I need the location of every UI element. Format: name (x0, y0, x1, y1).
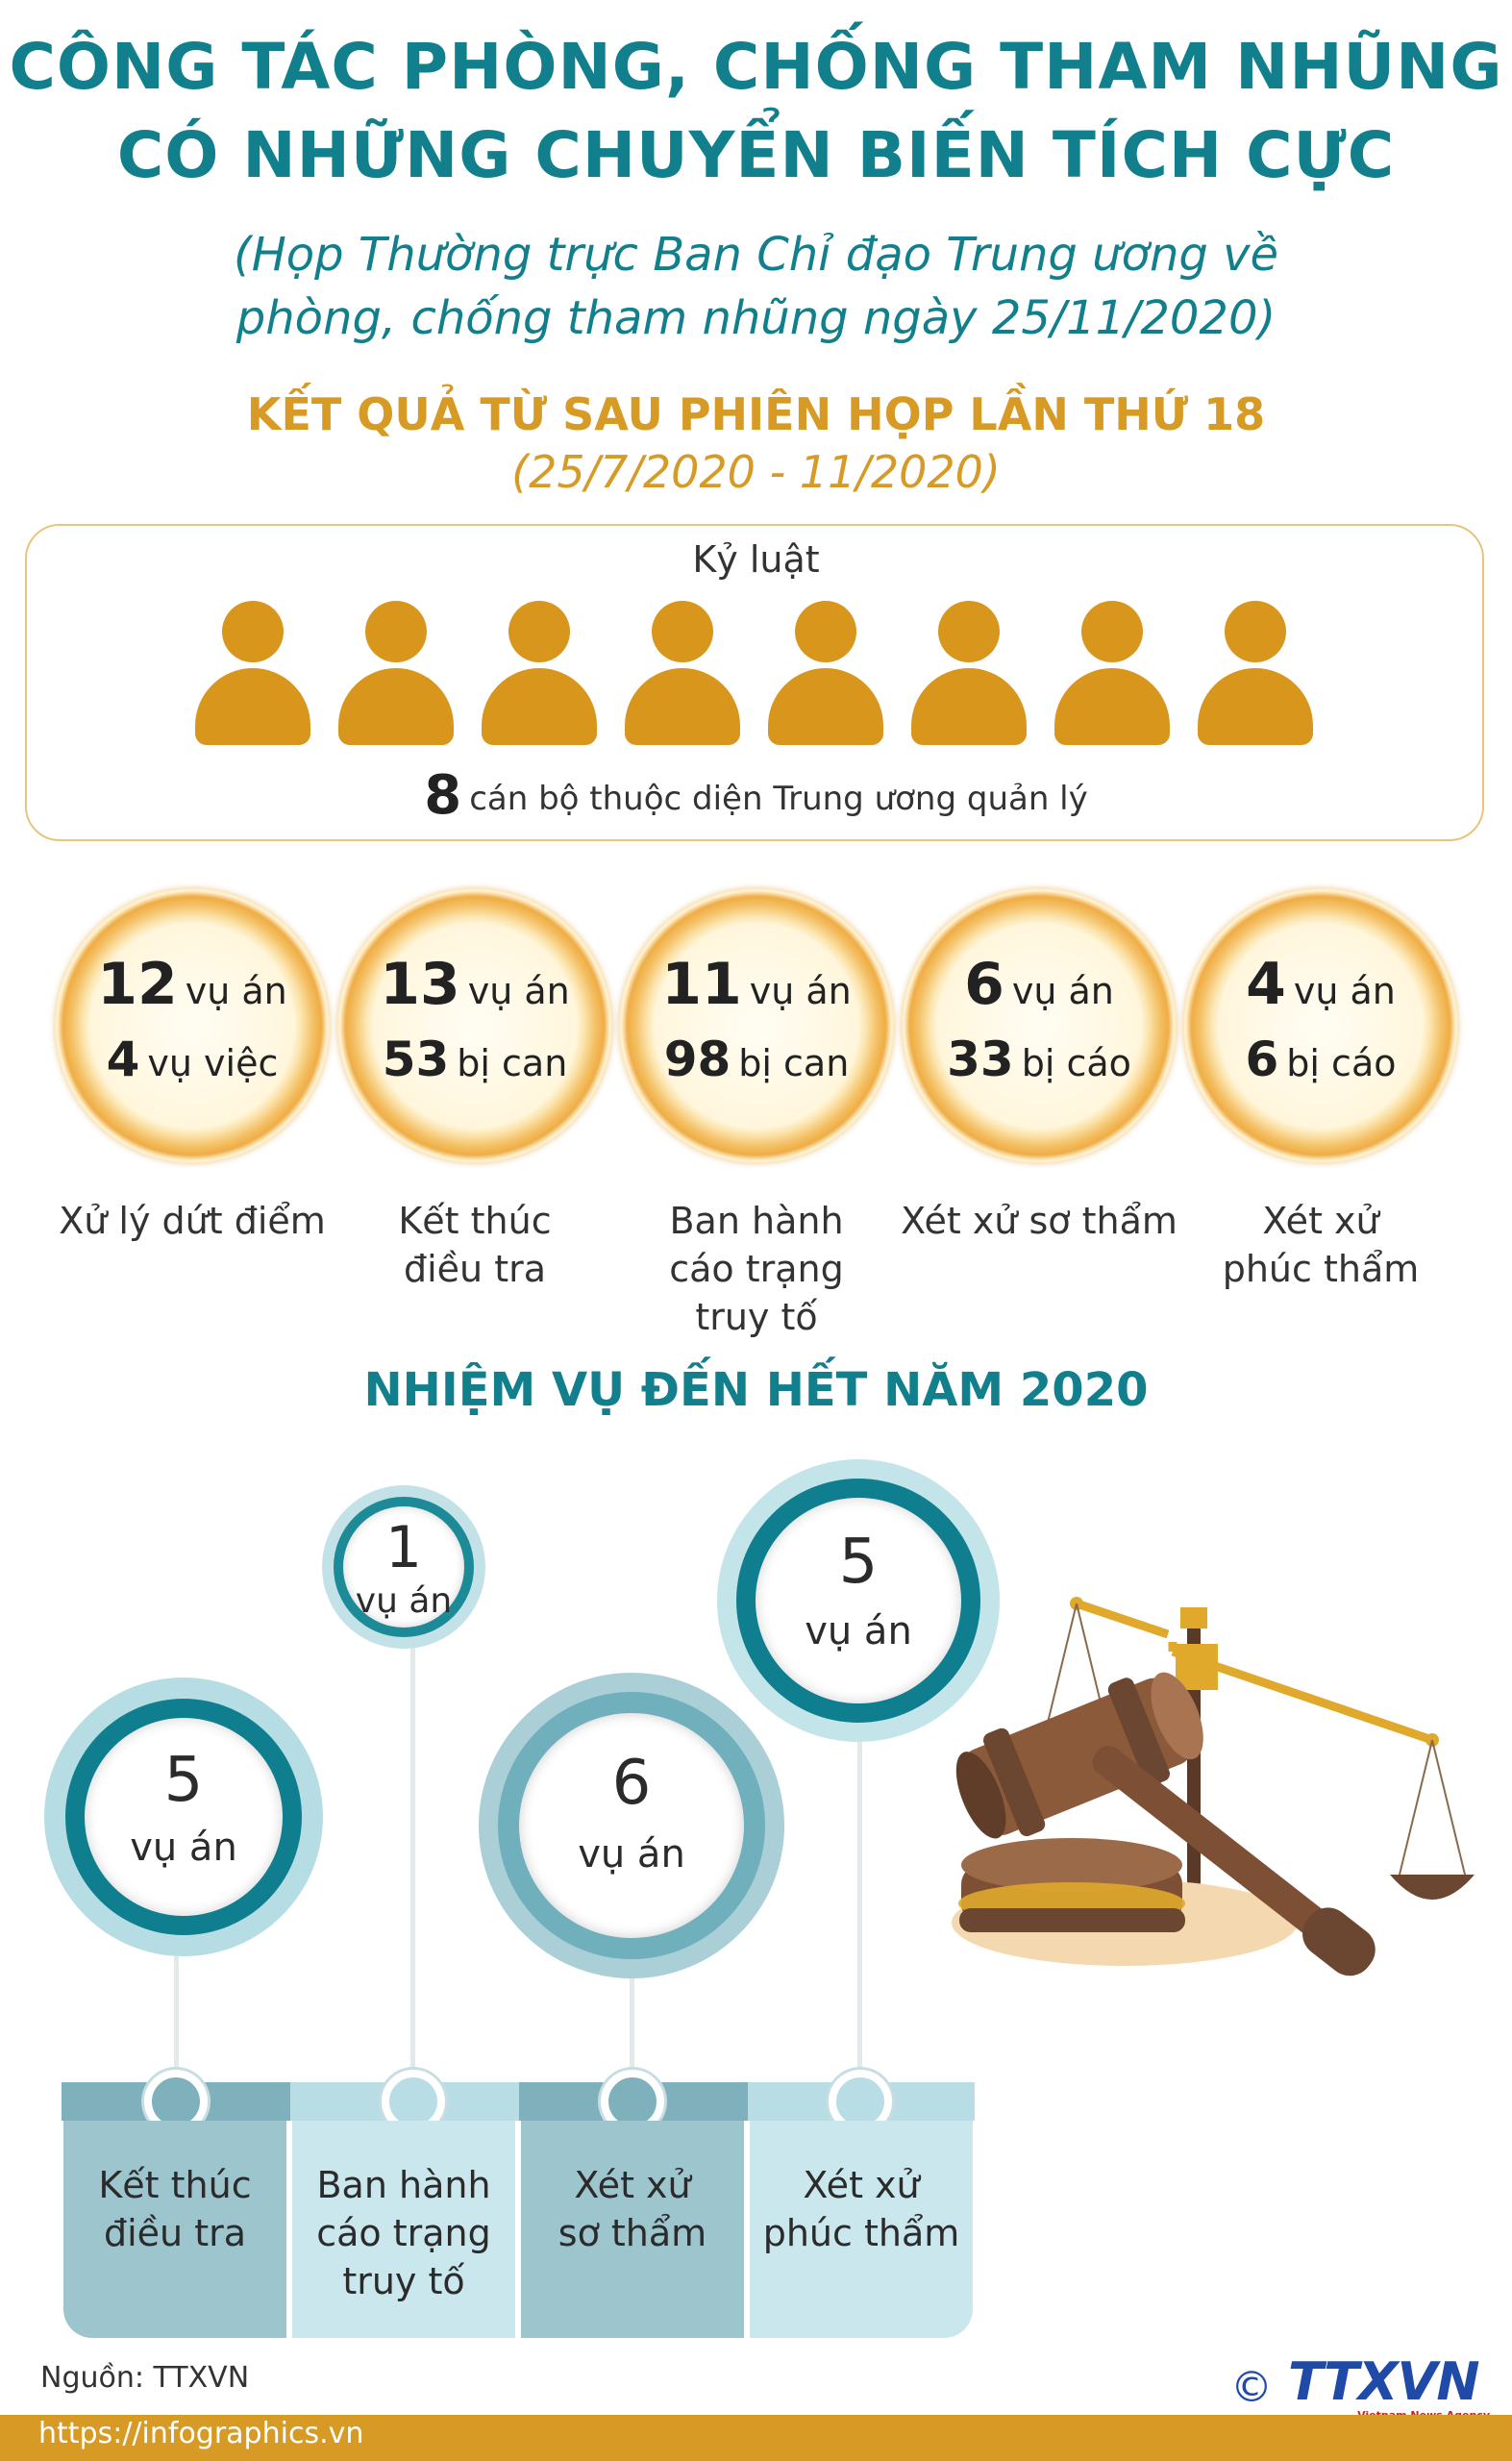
stat-caption-line: Xét xử sơ thẩm (901, 1200, 1177, 1242)
gavel-and-scales-icon (952, 1597, 1475, 1976)
stat-number: 4 (1246, 951, 1286, 1018)
stat-caption-line: truy tố (695, 1296, 818, 1338)
person-icon (625, 601, 740, 745)
stat-caption: Xử lý dứt điểm (48, 1197, 336, 1245)
stat-caption-line: Xét xử (1262, 1200, 1379, 1242)
timeline-stem (174, 1942, 179, 2105)
stat-unit: bị cáo (1286, 1042, 1397, 1084)
discipline-label: Kỷ luật (692, 538, 820, 581)
task-bubble-4: 5 vụ án (717, 1459, 1000, 1742)
stat-caption-line: điều tra (403, 1248, 547, 1290)
stat-caption: Xét xử sơ thẩm (895, 1197, 1183, 1245)
stat-unit: vụ án (1293, 970, 1396, 1012)
task-bubble-1: 5 vụ án (44, 1678, 323, 1956)
task-label-line: Ban hành (316, 2164, 491, 2206)
task-label-line: phúc thẩm (762, 2212, 960, 2254)
copyright-icon: © (1230, 2363, 1273, 2412)
stat-ring: 6 vụ án 33 bị cáo (901, 887, 1177, 1164)
task-number: 5 (838, 1527, 879, 1598)
task-number: 6 (611, 1748, 652, 1819)
stat-number: 4 (106, 1032, 140, 1087)
person-icon (768, 601, 883, 745)
task-label-line: Xét xử (574, 2164, 691, 2206)
discipline-panel (25, 524, 1484, 841)
stat-number: 98 (663, 1032, 731, 1087)
task-unit: vụ án (130, 1826, 237, 1870)
stat-unit: vụ án (185, 970, 287, 1012)
stat-ring: 11 vụ án 98 bị can (618, 887, 895, 1164)
stat-caption: Xét xử phúc thẩm (1177, 1197, 1465, 1293)
stat-unit: vụ án (749, 970, 852, 1012)
task-number: 5 (163, 1745, 204, 1816)
task-label-line: truy tố (342, 2260, 465, 2302)
stat-ring: 4 vụ án 6 bị cáo (1182, 887, 1459, 1164)
task-label-line: điều tra (103, 2212, 247, 2254)
stat-number: 33 (947, 1032, 1014, 1087)
stat-number: 13 (380, 951, 460, 1018)
stat-caption-line: Kết thúc (398, 1200, 552, 1242)
person-icon (338, 601, 454, 745)
tasks-heading: NHIỆM VỤ ĐẾN HẾT NĂM 2020 (363, 1363, 1149, 1417)
task-unit: vụ án (355, 1581, 453, 1621)
stat-caption-line: phúc thẩm (1222, 1248, 1420, 1290)
subtitle-line-2: phòng, chống tham nhũng ngày 25/11/2020) (235, 291, 1277, 345)
discipline-count: 8 (424, 764, 462, 827)
task-label-line: Xét xử (803, 2164, 920, 2206)
discipline-description: cán bộ thuộc diện Trung ương quản lý (469, 780, 1088, 818)
stat-caption-line: cáo trạng (669, 1248, 844, 1290)
stat-ring: 13 vụ án 53 bị can (336, 887, 613, 1164)
person-icon (195, 601, 310, 745)
stat-ring: 12 vụ án 4 vụ việc (54, 887, 331, 1164)
task-unit: vụ án (805, 1609, 912, 1653)
task-label-line: Kết thúc (98, 2164, 252, 2206)
stat-caption: Kết thúc điều tra (331, 1197, 619, 1293)
task-panel-1: Kết thúc điều tra (63, 2121, 286, 2338)
stat-unit: bị cáo (1021, 1042, 1131, 1084)
task-panel-3: Xét xử sơ thẩm (521, 2121, 744, 2338)
footer-bar (0, 2415, 1512, 2461)
stat-unit: vụ việc (147, 1042, 279, 1084)
stat-number: 6 (1245, 1032, 1279, 1087)
stat-number: 53 (382, 1032, 450, 1087)
task-bubble-2: 1 vụ án (322, 1485, 485, 1649)
stat-caption-line: Xử lý dứt điểm (59, 1200, 326, 1242)
person-icon (1198, 601, 1313, 745)
stat-unit: bị can (738, 1042, 850, 1084)
results-period: (25/7/2020 - 11/2020) (511, 446, 1001, 498)
person-icon (1054, 601, 1170, 745)
source-text: Nguồn: TTXVN (40, 2361, 250, 2395)
timeline-stem (857, 1721, 862, 2105)
task-label-line: sơ thẩm (558, 2212, 707, 2254)
stat-unit: bị can (457, 1042, 568, 1084)
logo-text: TTXVN (1288, 2351, 1480, 2412)
stat-number: 11 (661, 951, 742, 1018)
results-heading: KẾT QUẢ TỪ SAU PHIÊN HỌP LẦN THỨ 18 (246, 388, 1266, 440)
footer-url-link[interactable]: https://infographics.vn (38, 2417, 364, 2450)
task-number: 1 (384, 1514, 423, 1581)
ttxvn-logo: TTXVN Vietnam News Agency (1288, 2355, 1490, 2423)
subtitle-line-1: (Họp Thường trực Ban Chỉ đạo Trung ương … (233, 228, 1279, 282)
timeline-stem (630, 1942, 634, 2105)
person-icon (911, 601, 1027, 745)
page-title-line-2: CÓ NHỮNG CHUYỂN BIẾN TÍCH CỰC (116, 118, 1396, 192)
task-panel-2: Ban hành cáo trạng truy tố (292, 2121, 515, 2338)
stat-number: 6 (964, 951, 1004, 1018)
stat-caption-line: Ban hành (669, 1200, 844, 1242)
task-label-line: cáo trạng (316, 2212, 491, 2254)
person-icon (482, 601, 597, 745)
timeline-stem (410, 1610, 415, 2105)
stat-number: 12 (97, 951, 178, 1018)
task-panel-4: Xét xử phúc thẩm (750, 2121, 973, 2338)
page-title-line-1: CÔNG TÁC PHÒNG, CHỐNG THAM NHŨNG (9, 30, 1503, 104)
stat-unit: vụ án (467, 970, 570, 1012)
stat-caption: Ban hành cáo trạng truy tố (612, 1197, 901, 1341)
discipline-summary: 8 cán bộ thuộc diện Trung ương quản lý (0, 764, 1512, 827)
task-unit: vụ án (578, 1832, 685, 1877)
task-bubble-3: 6 vụ án (479, 1673, 784, 1978)
stat-unit: vụ án (1011, 970, 1114, 1012)
